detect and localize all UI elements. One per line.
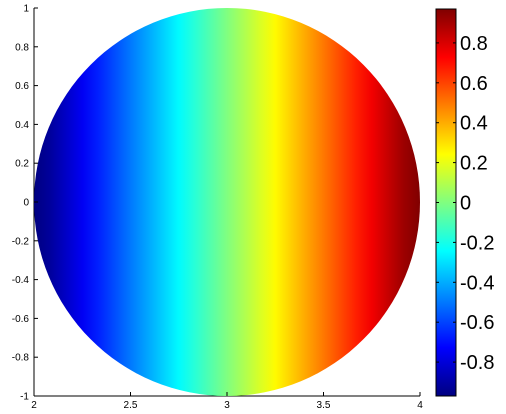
y-tick-label: 0.6 (15, 81, 29, 92)
y-tick-label: -0.8 (12, 353, 30, 364)
y-tick-label: 0.8 (15, 42, 29, 53)
y-tick-label: 0.2 (15, 159, 29, 170)
colorbar-tick-label: -0.6 (460, 312, 494, 334)
colorbar-tick-label: 0.6 (460, 73, 488, 95)
x-tick-label: 2 (31, 400, 37, 411)
x-axis-ticks: 2 2.5 3 3.5 4 (31, 392, 423, 411)
colorbar-tick-label: -0.4 (460, 272, 494, 294)
y-tick-label: -0.2 (12, 236, 30, 247)
colorbar-tick-label: -0.2 (460, 232, 494, 254)
colorbar-tick-label: 0.8 (460, 33, 488, 55)
colorbar: 0.8 0.6 0.4 0.2 0 -0.2 -0.4 -0.6 -0.8 (435, 8, 494, 397)
colorbar-tick-label: -0.8 (460, 352, 494, 374)
x-tick-label: 3 (224, 400, 230, 411)
x-tick-label: 3.5 (317, 400, 331, 411)
colorbar-tick-label: 0.2 (460, 153, 488, 175)
y-tick-label: 1 (23, 4, 29, 15)
y-tick-label: -0.6 (12, 314, 30, 325)
y-axis-ticks: 1 0.8 0.6 0.4 0.2 0 -0.2 -0.4 -0.6 -0.8 -1 (12, 4, 38, 403)
y-tick-label: -0.4 (12, 275, 30, 286)
disk-field (34, 8, 420, 396)
y-tick-label: 0.4 (15, 120, 29, 131)
y-tick-label: 0 (23, 198, 29, 209)
field-disk (34, 8, 420, 396)
colorbar-tick-label: 0.4 (460, 113, 488, 135)
x-tick-label: 4 (417, 400, 423, 411)
y-tick-label: -1 (20, 392, 29, 403)
x-tick-label: 2.5 (124, 400, 138, 411)
colorbar-tick-label: 0 (460, 193, 471, 215)
